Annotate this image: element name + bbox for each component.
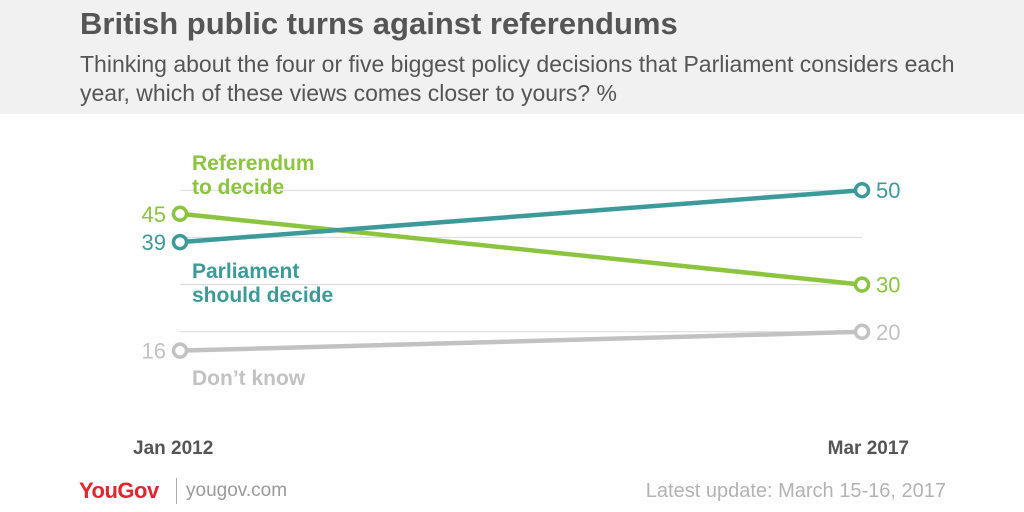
data-label-1-1: 50 bbox=[876, 178, 900, 203]
latest-update: Latest update: March 15-16, 2017 bbox=[645, 480, 946, 502]
x-tick-label-1: Mar 2017 bbox=[828, 438, 909, 459]
series-line-0 bbox=[177, 211, 865, 287]
data-point-1-0 bbox=[171, 233, 189, 251]
series-label-0-0: Referendum bbox=[192, 152, 315, 175]
data-point-1-1 bbox=[853, 181, 871, 199]
data-label-0-1: 30 bbox=[876, 273, 900, 298]
data-point-2-1 bbox=[853, 323, 871, 341]
series-line-1 bbox=[177, 187, 865, 245]
series-line-2 bbox=[177, 329, 865, 353]
yougov-logo: YouGov bbox=[79, 478, 159, 503]
data-point-0-0 bbox=[171, 205, 189, 223]
chart-subtitle: Thinking about the four or five biggest … bbox=[80, 51, 955, 106]
data-label-2-0: 16 bbox=[142, 339, 166, 364]
series-label-0-1: to decide bbox=[192, 176, 284, 199]
data-label-0-0: 45 bbox=[142, 202, 166, 227]
footer-divider bbox=[176, 478, 177, 504]
series-label-bg-2 bbox=[186, 365, 332, 391]
series-label-1-1: should decide bbox=[192, 284, 333, 307]
data-point-2-0 bbox=[171, 342, 189, 359]
data-label-1-0: 39 bbox=[142, 230, 166, 255]
footer-site-link[interactable]: yougov.com bbox=[186, 480, 288, 501]
series-label-2-0: Don’t know bbox=[192, 367, 306, 390]
chart-title: British public turns against referendums bbox=[80, 6, 678, 41]
data-label-2-1: 20 bbox=[876, 320, 900, 345]
x-tick-label-0: Jan 2012 bbox=[133, 438, 213, 459]
data-point-0-1 bbox=[853, 276, 871, 293]
series-label-1-0: Parliament bbox=[192, 260, 299, 283]
header-band: British public turns against referendums… bbox=[0, 0, 1024, 114]
